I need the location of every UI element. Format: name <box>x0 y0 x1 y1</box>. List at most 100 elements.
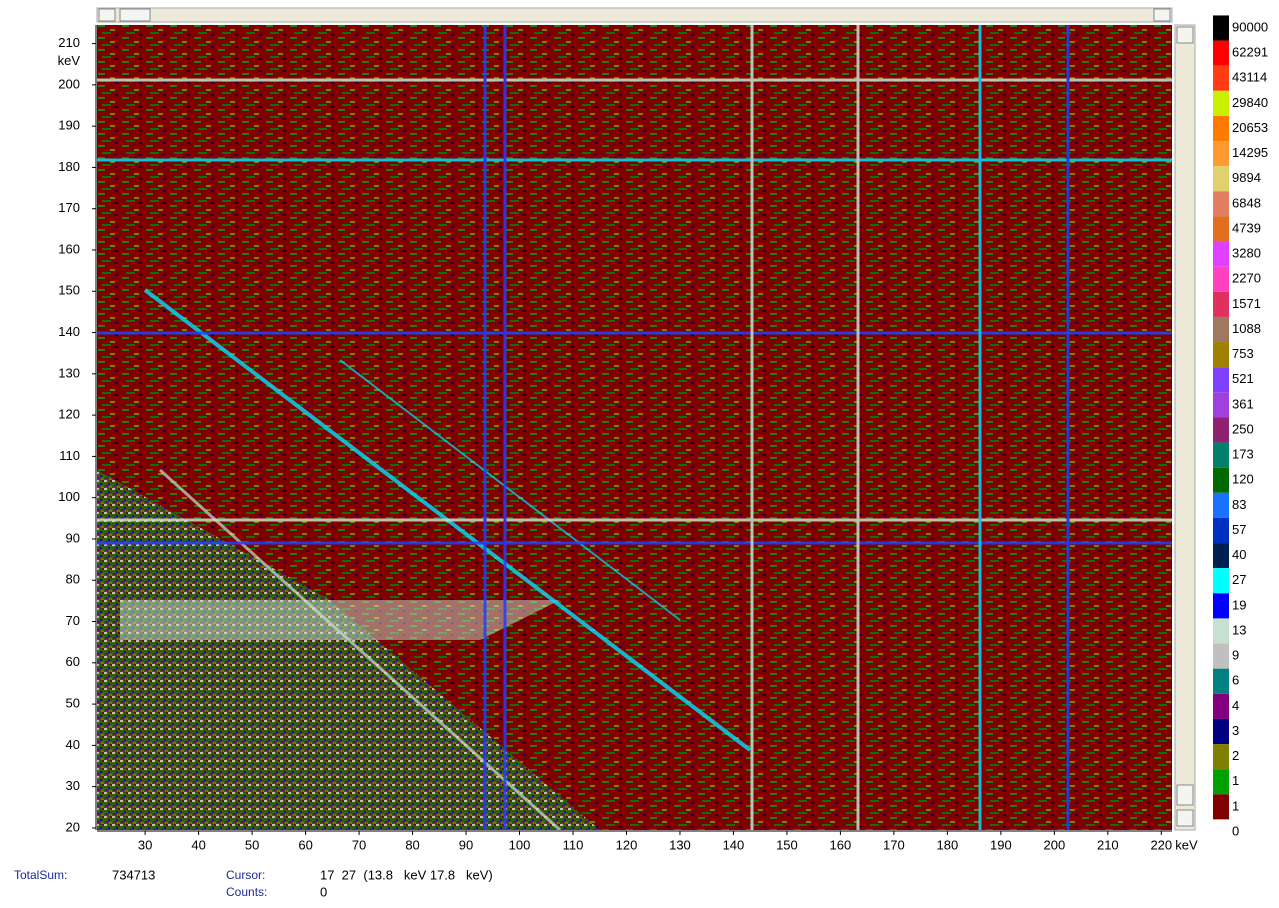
y-tick-label: 60 <box>66 654 80 669</box>
v-scrollbar[interactable] <box>1174 24 1196 831</box>
scale-label: 9 <box>1232 648 1239 663</box>
scroll-thumb[interactable] <box>119 8 151 22</box>
scroll-right[interactable] <box>1153 8 1171 22</box>
scale-swatch <box>1213 568 1229 594</box>
scale-swatch <box>1213 266 1229 292</box>
scroll-down[interactable] <box>1176 809 1194 827</box>
scale-swatch <box>1213 40 1229 66</box>
x-tick-label: 160 <box>830 837 852 852</box>
scale-label: 521 <box>1232 371 1254 386</box>
y-unit: keV <box>58 53 81 68</box>
y-tick-label: 30 <box>66 778 80 793</box>
y-tick-label: 100 <box>58 489 80 504</box>
cursor: 17 27 (13.8 keV 17.8 keV) <box>320 867 493 882</box>
diagonal <box>158 468 562 832</box>
coincidence-lines <box>97 25 1172 830</box>
scale-label: 4 <box>1232 698 1239 713</box>
scale-label: 6 <box>1232 673 1239 688</box>
scale-swatch <box>1213 417 1229 443</box>
status-bar: TotalSum: 734713 Cursor: 17 27 (13.8 keV… <box>14 867 493 899</box>
y-tick-label: 170 <box>58 200 80 215</box>
scale-label: 62291 <box>1232 45 1268 60</box>
x-tick-label: 30 <box>138 837 152 852</box>
scale-label: 753 <box>1232 346 1254 361</box>
scale-swatch <box>1213 241 1229 267</box>
x-tick-label: 40 <box>191 837 205 852</box>
x-tick-label: 150 <box>776 837 798 852</box>
matrix-image[interactable] <box>97 25 1172 832</box>
x-tick-label: 210 <box>1097 837 1119 852</box>
scale-swatch <box>1213 467 1229 493</box>
x-tick-label: 170 <box>883 837 905 852</box>
scale-swatch <box>1213 141 1229 167</box>
y-tick-label: 200 <box>58 76 80 91</box>
y-tick-label: 140 <box>58 324 80 339</box>
total-sum: 734713 <box>112 867 155 882</box>
scale-label: 20653 <box>1232 120 1268 135</box>
scale-swatch <box>1213 618 1229 644</box>
x-tick-label: 50 <box>245 837 259 852</box>
scale-label: 57 <box>1232 522 1246 537</box>
y-tick-label: 40 <box>66 737 80 752</box>
scale-swatch <box>1213 819 1229 845</box>
scale-swatch <box>1213 744 1229 770</box>
y-tick-label: 130 <box>58 365 80 380</box>
scale-label: 19 <box>1232 597 1246 612</box>
scale-label: 27 <box>1232 572 1246 587</box>
cursor-label: Cursor: <box>226 868 265 882</box>
scale-swatch <box>1213 90 1229 116</box>
scale-label: 43114 <box>1232 70 1267 85</box>
y-tick-label: 180 <box>58 159 80 174</box>
scale-label: 9894 <box>1232 170 1261 185</box>
scale-label: 14295 <box>1232 145 1268 160</box>
scroll-up[interactable] <box>1176 26 1194 44</box>
x-tick-label: 200 <box>1043 837 1065 852</box>
scale-label: 90000 <box>1232 19 1268 34</box>
scale-label: 173 <box>1232 447 1254 462</box>
scale-label: 29840 <box>1232 95 1268 110</box>
scale-swatch <box>1213 291 1229 317</box>
counts-label: Counts: <box>226 885 267 899</box>
scale-swatch <box>1213 216 1229 242</box>
y-tick-label: 70 <box>66 613 80 628</box>
scale-swatch <box>1213 593 1229 619</box>
scale-swatch <box>1213 392 1229 418</box>
x-unit: keV <box>1175 837 1198 852</box>
y-tick-label: 150 <box>58 283 80 298</box>
scale-label: 2 <box>1232 748 1239 763</box>
x-tick-label: 140 <box>723 837 745 852</box>
scale-swatch <box>1213 166 1229 192</box>
y-tick-label: 120 <box>58 407 80 422</box>
x-tick-label: 110 <box>563 837 584 852</box>
scale-swatch <box>1213 517 1229 544</box>
h-scrollbar[interactable] <box>96 7 1173 23</box>
scale-label: 1 <box>1232 798 1239 813</box>
scale-swatch <box>1213 693 1229 719</box>
scale-swatch <box>1213 342 1229 368</box>
x-tick-label: 190 <box>990 837 1012 852</box>
x-tick-label: 90 <box>459 837 473 852</box>
scale-label: 4739 <box>1232 220 1261 235</box>
x-tick-label: 120 <box>616 837 638 852</box>
scale-swatch <box>1213 15 1229 41</box>
axes: 30 40 50 60 70 80 90 100 110 120 130 140 150 160 170 18… <box>58 25 1198 852</box>
scale-label: 2270 <box>1232 271 1261 286</box>
y-tick-label: 90 <box>66 530 80 545</box>
x-tick-label: 80 <box>405 837 419 852</box>
scale-swatch <box>1213 442 1229 468</box>
scroll-left[interactable] <box>98 8 116 22</box>
scale-label: 1 <box>1232 773 1239 788</box>
scale-swatch <box>1213 492 1229 518</box>
y-tick-label: 20 <box>66 819 80 834</box>
scale-swatch <box>1213 367 1229 393</box>
scale-swatch <box>1213 543 1229 569</box>
scale-swatch <box>1213 115 1229 142</box>
y-tick-label: 50 <box>66 696 80 711</box>
scale-swatch <box>1213 191 1229 217</box>
x-tick-label: 100 <box>509 837 531 852</box>
scroll-thumb-v[interactable] <box>1176 784 1194 806</box>
dense-region <box>97 470 600 830</box>
scale-swatch <box>1213 769 1229 795</box>
y-tick-label: 160 <box>58 241 80 256</box>
